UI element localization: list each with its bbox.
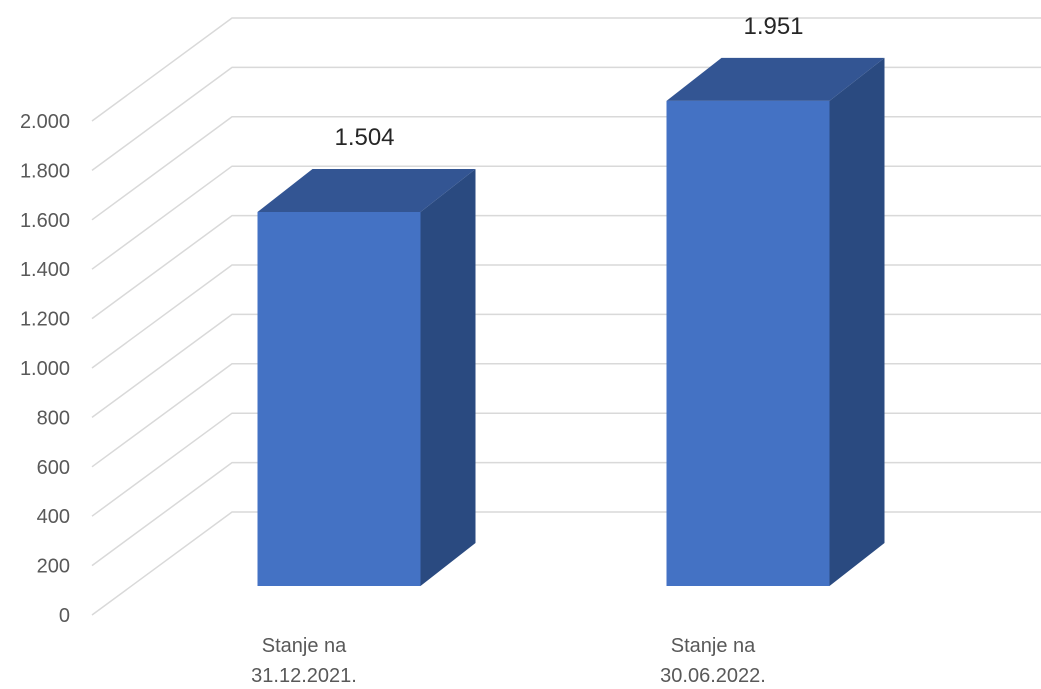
y-axis: 0 200 400 600 800 1.000 1.200 1.400 1.600 1.800 2.… [20, 111, 70, 627]
y-tick-label: 1.400 [20, 259, 70, 281]
gridline [91, 214, 1041, 320]
gridline [91, 412, 1041, 517]
y-tick-label: 1.800 [20, 160, 70, 182]
bars: 1.504 1.951 [257, 13, 885, 586]
bar-front-face [257, 212, 421, 586]
bar-side-face [420, 169, 476, 586]
y-tick-label: 1.600 [20, 210, 70, 232]
bar-front-face [666, 100, 830, 586]
data-label: 1.951 [743, 13, 803, 40]
y-tick-label: 1.000 [20, 358, 70, 380]
y-tick-label: 200 [37, 556, 70, 578]
x-axis: Stanje na 31.12.2021. Stanje na 30.06.2022. [251, 635, 766, 687]
grid-lines [91, 17, 1041, 616]
y-tick-label: 600 [37, 457, 70, 479]
gridline [91, 66, 1041, 172]
gridline [91, 17, 1041, 122]
bar-side-face [829, 57, 885, 586]
y-tick-label: 2.000 [20, 111, 70, 133]
bar-top-face [257, 169, 476, 212]
bar-1: 1.504 [257, 124, 476, 586]
gridline [91, 165, 1041, 270]
gridline [91, 313, 1041, 419]
gridline [91, 461, 1041, 567]
x-category-label: Stanje na 30.06.2022. [660, 635, 766, 687]
x-category-label: Stanje na 31.12.2021. [251, 635, 357, 687]
y-tick-label: 1.200 [20, 309, 70, 331]
y-tick-label: 800 [37, 407, 70, 429]
y-tick-label: 400 [37, 506, 70, 528]
bar-2: 1.951 [666, 13, 885, 586]
gridline [91, 511, 1041, 616]
gridline [91, 264, 1041, 369]
y-tick-label: 0 [59, 605, 70, 627]
bar-top-face [666, 57, 885, 101]
data-label: 1.504 [334, 124, 394, 151]
gridline [91, 116, 1041, 221]
gridline [91, 363, 1041, 468]
